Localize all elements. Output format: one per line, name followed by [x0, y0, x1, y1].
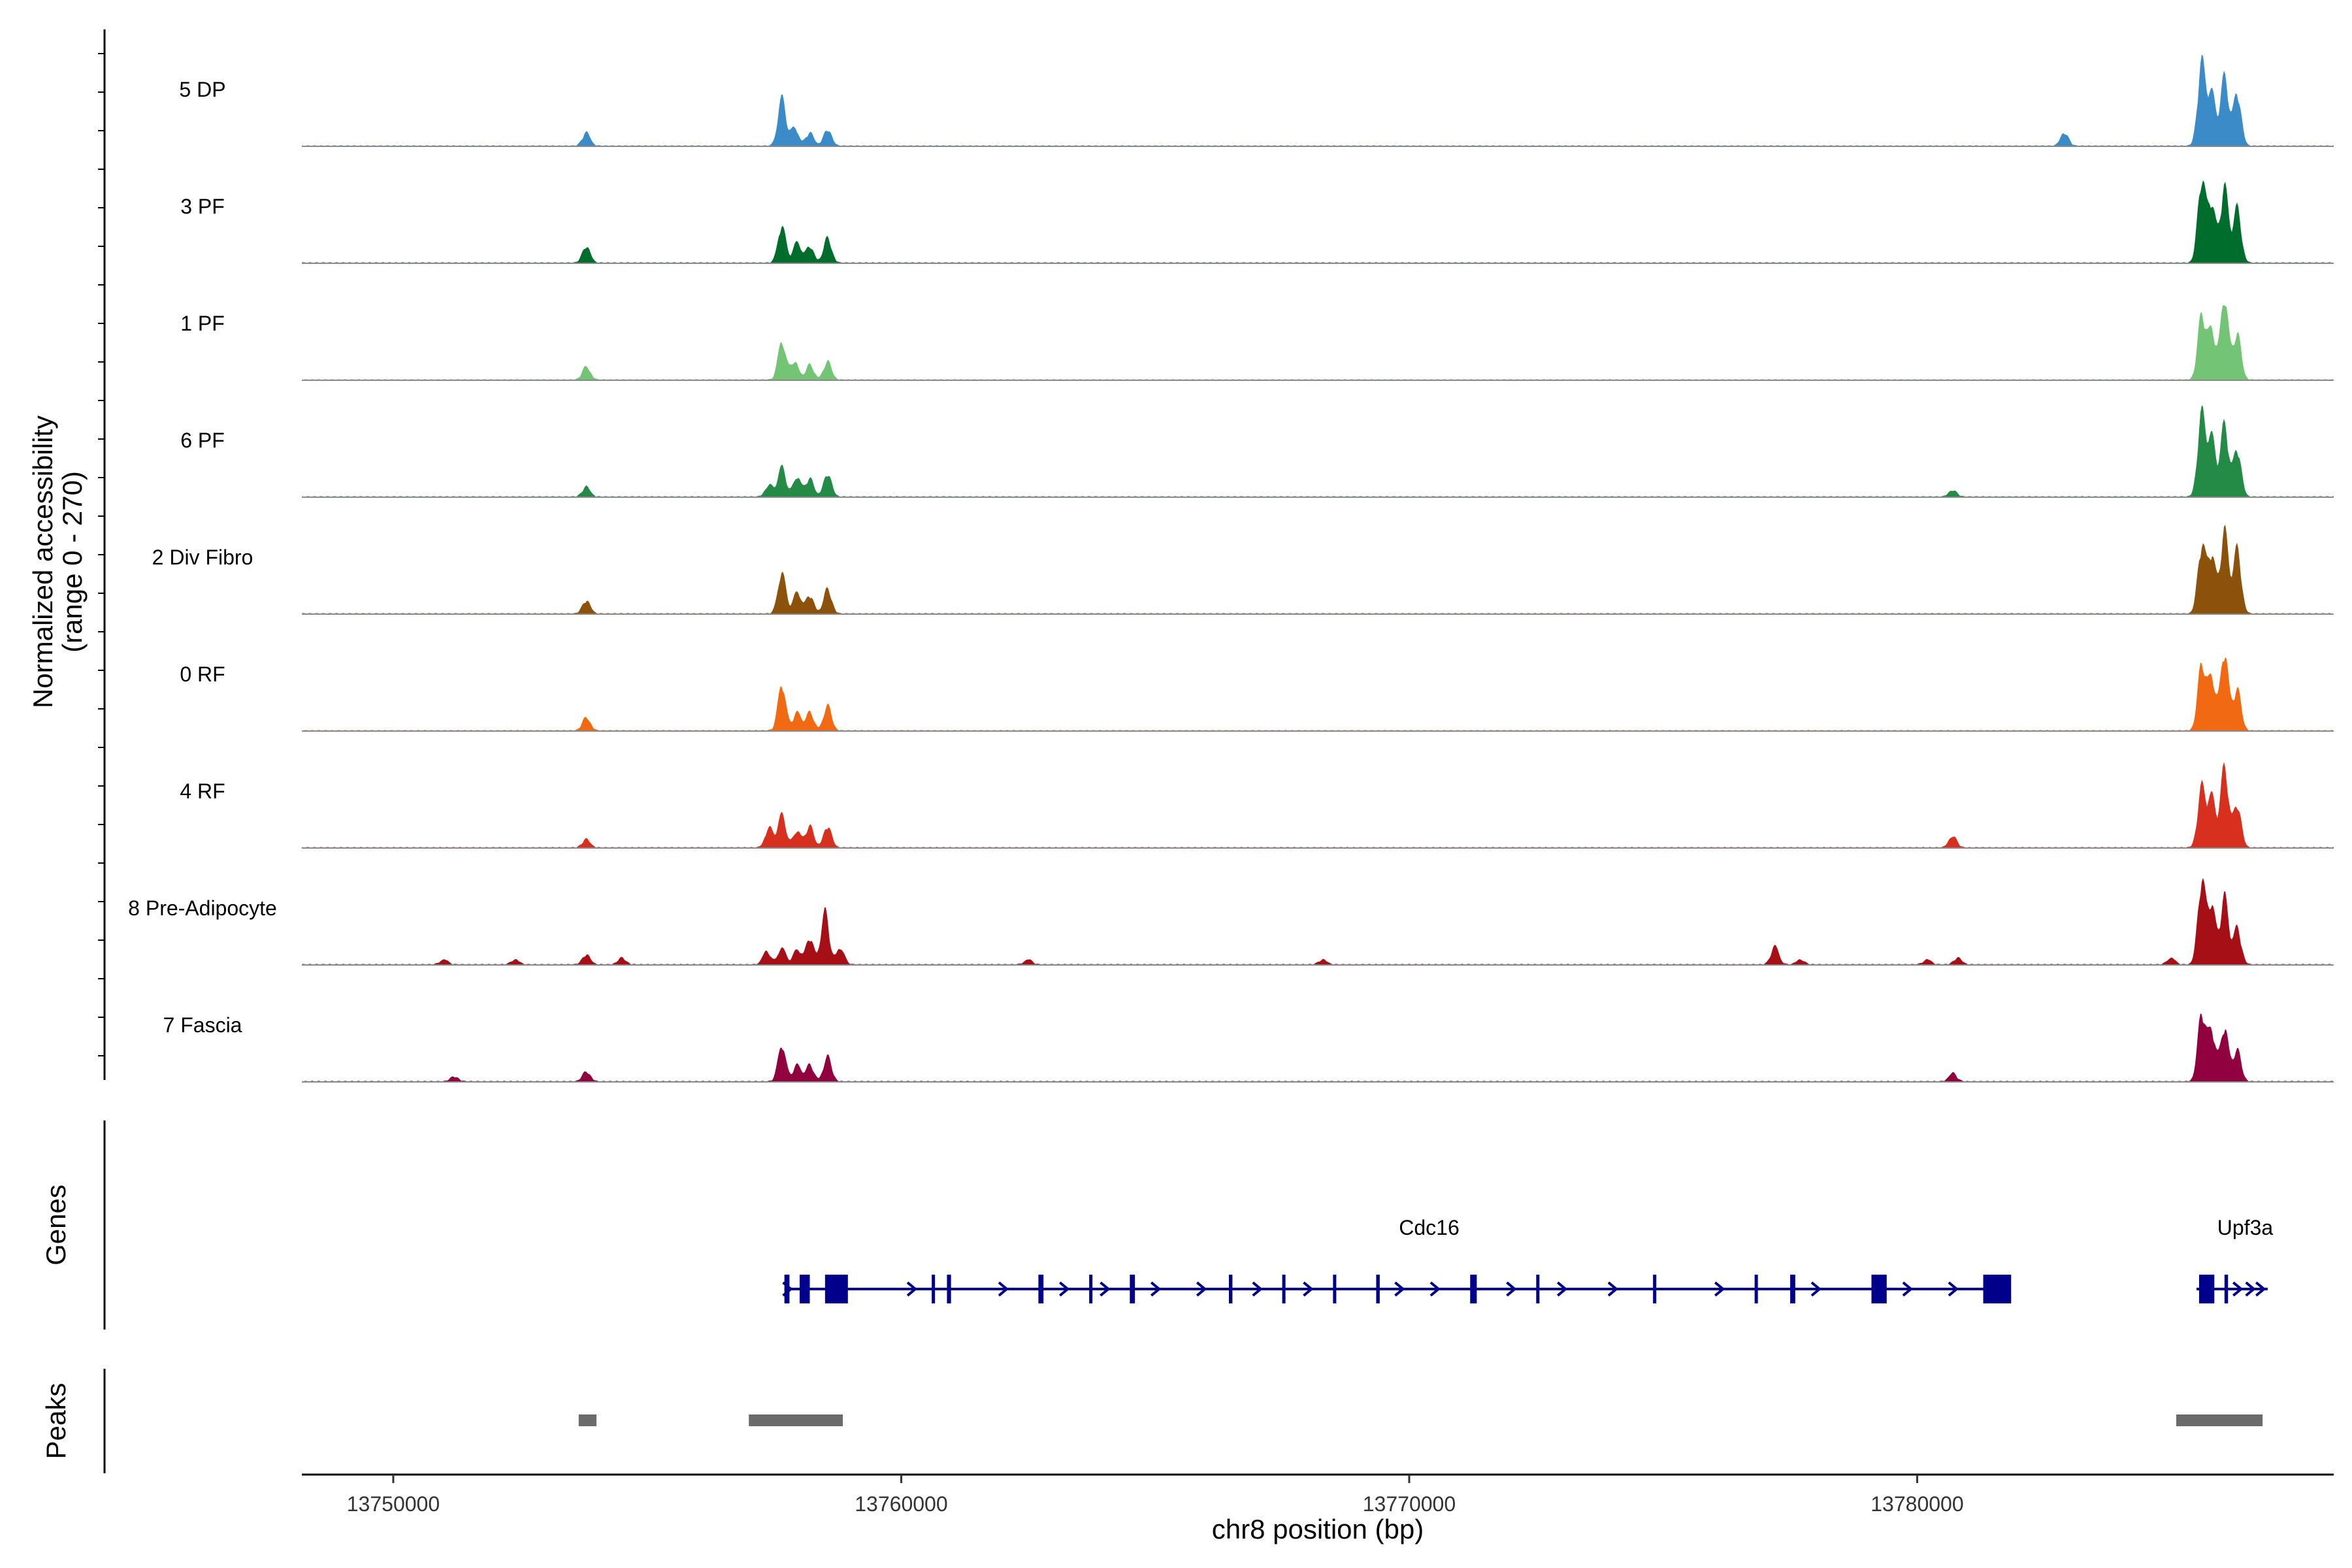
gene-exon — [784, 1275, 790, 1303]
strand-arrow — [1394, 1281, 1405, 1297]
track-label: 0 RF — [180, 662, 225, 686]
strand-arrow — [1429, 1281, 1441, 1297]
strand-arrow — [782, 1281, 793, 1297]
track-label: 2 Div Fibro — [152, 546, 253, 569]
gene-exon — [1653, 1275, 1657, 1303]
gene-exon — [932, 1275, 936, 1303]
track-5 — [302, 657, 2334, 732]
track-label: 3 PF — [180, 195, 225, 218]
track-3 — [302, 405, 2334, 498]
gene-annotation-track: Cdc16 Upf3a — [782, 1216, 2273, 1303]
gene-Cdc16: Cdc16 — [782, 1216, 2012, 1303]
strand-arrow — [1902, 1281, 1914, 1297]
gene-exon — [1038, 1275, 1044, 1303]
x-tick-label: 13760000 — [855, 1492, 947, 1516]
strand-arrow — [998, 1281, 1009, 1297]
track-label: 4 RF — [180, 779, 225, 803]
gene-exon — [1470, 1275, 1477, 1303]
gene-label: Cdc16 — [1399, 1216, 1460, 1239]
gene-exon — [1089, 1275, 1093, 1303]
strand-arrow — [2245, 1281, 2256, 1297]
coverage-y-axis-ticks — [98, 53, 105, 1056]
x-tick-label: 13780000 — [1870, 1492, 1963, 1516]
gene-exon — [825, 1275, 848, 1303]
strand-arrow — [1810, 1281, 1822, 1297]
gene-exon — [1228, 1275, 1233, 1303]
strand-arrow — [2255, 1281, 2266, 1297]
coverage-area — [302, 180, 2334, 263]
strand-arrow — [1714, 1281, 1725, 1297]
track-4 — [302, 524, 2334, 615]
gene-label: Upf3a — [2217, 1216, 2274, 1239]
peaks-panel-label: Peaks — [41, 1383, 71, 1460]
track-label: 5 DP — [179, 78, 225, 101]
gene-exon — [2198, 1275, 2215, 1303]
x-axis-title: chr8 position (bp) — [1212, 1514, 1424, 1544]
strand-arrow — [1252, 1281, 1263, 1297]
x-tick-label: 13770000 — [1363, 1492, 1456, 1516]
gene-exon — [1333, 1275, 1337, 1303]
track-label: 1 PF — [180, 312, 225, 335]
track-label: 7 Fascia — [163, 1013, 242, 1037]
track-2 — [302, 305, 2334, 381]
strand-arrow — [906, 1281, 918, 1297]
gene-exon — [1754, 1275, 1758, 1303]
peak-region — [578, 1414, 596, 1426]
strand-arrow — [1506, 1281, 1517, 1297]
coverage-area — [302, 54, 2334, 146]
coverage-area — [302, 524, 2334, 614]
gene-exon — [947, 1275, 951, 1303]
gene-exon — [799, 1275, 810, 1303]
gene-exon — [1130, 1275, 1135, 1303]
gene-exon — [1376, 1275, 1380, 1303]
gene-exon — [1536, 1275, 1540, 1303]
track-7 — [302, 877, 2334, 966]
gene-exon — [1871, 1275, 1887, 1303]
strand-arrow — [2232, 1281, 2244, 1297]
strand-arrow — [1196, 1281, 1207, 1297]
peak-region — [749, 1414, 843, 1426]
gene-exon — [1282, 1275, 1286, 1303]
coverage-area — [302, 877, 2334, 965]
peak-region — [2176, 1414, 2263, 1426]
track-label: 6 PF — [180, 429, 225, 452]
strand-arrow — [1100, 1281, 1111, 1297]
x-tick-label: 13750000 — [347, 1492, 440, 1516]
coverage-area — [302, 762, 2334, 848]
genes-panel-label: Genes — [41, 1184, 71, 1266]
gene-exon — [2224, 1275, 2229, 1303]
gene-Upf3a: Upf3a — [2197, 1216, 2273, 1303]
strand-arrow — [1303, 1281, 1314, 1297]
strand-arrow — [1556, 1281, 1568, 1297]
track-1 — [302, 180, 2334, 264]
coverage-area — [302, 657, 2334, 731]
track-labels: 5 DP 3 PF 1 PF 6 PF 2 Div Fibro 0 RF 4 RF 8 Pre… — [128, 78, 277, 1037]
coverage-tracks — [302, 54, 2334, 1083]
gene-exon — [1790, 1275, 1795, 1303]
strand-arrow — [1607, 1281, 1619, 1297]
track-label: 8 Pre-Adipocyte — [128, 896, 277, 920]
strand-arrow — [1948, 1281, 1959, 1297]
track-0 — [302, 54, 2334, 147]
strand-arrow — [1150, 1281, 1162, 1297]
coverage-area — [302, 305, 2334, 380]
gene-exon — [1983, 1275, 2012, 1303]
strand-arrow — [1058, 1281, 1070, 1297]
track-6 — [302, 762, 2334, 849]
y-axis-title-line1: Normalized accessibility — [27, 416, 58, 708]
peaks-track — [578, 1414, 2263, 1426]
x-axis-ticks: 13750000 13760000 13770000 13780000 — [347, 1475, 1964, 1516]
y-axis-title-line2: (range 0 - 270) — [57, 471, 88, 653]
coverage-area — [302, 405, 2334, 497]
track-8 — [302, 1013, 2334, 1083]
coverage-area — [302, 1013, 2334, 1082]
